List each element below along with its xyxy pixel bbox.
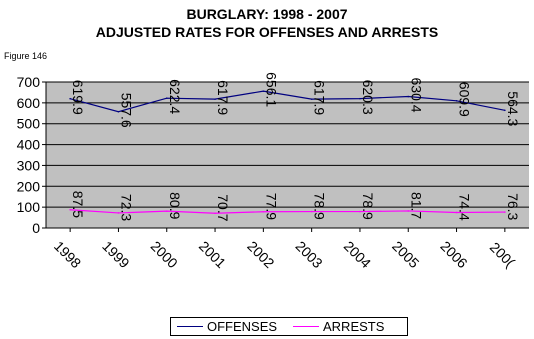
data-label-offenses: 620.3 <box>360 80 376 115</box>
x-tick-label: 2002 <box>244 238 277 271</box>
data-label-arrests: 78.9 <box>312 193 328 220</box>
x-tick-label: 2005 <box>389 238 422 271</box>
x-tick-label: 2004 <box>341 238 374 271</box>
chart-subtitle: ADJUSTED RATES FOR OFFENSES AND ARRESTS <box>95 24 439 40</box>
data-label-arrests: 80.9 <box>167 192 183 219</box>
data-point-arrests <box>455 211 458 214</box>
y-tick-label: 200 <box>17 178 41 194</box>
data-point-arrests <box>407 210 410 212</box>
data-label-arrests: 74.4 <box>457 193 473 220</box>
x-tick-label: 1998 <box>51 238 84 271</box>
chart-title: BURGLARY: 1998 - 2007 <box>186 6 348 22</box>
data-label-arrests: 70.7 <box>215 194 231 221</box>
data-point-arrests <box>359 210 361 213</box>
data-point-arrests <box>214 212 216 215</box>
data-label-arrests: 78.9 <box>360 193 376 220</box>
data-point-arrests <box>69 208 71 211</box>
data-label-arrests: 87.5 <box>70 191 86 218</box>
data-label-arrests: 77.9 <box>263 193 279 220</box>
data-point-arrests <box>165 210 168 212</box>
x-tick-label: 200( <box>487 239 518 270</box>
series-line-offenses <box>69 90 505 113</box>
series-line-arrests <box>70 209 505 214</box>
data-label-offenses: 617.9 <box>312 80 328 115</box>
y-tick-label: 500 <box>17 116 41 132</box>
x-tick-label: 2001 <box>196 238 229 271</box>
data-label-arrests: 72.3 <box>118 194 134 221</box>
legend-swatch-offenses <box>177 326 203 327</box>
data-label-offenses: 630.4 <box>408 78 424 113</box>
data-point-arrests <box>504 211 506 213</box>
y-tick-label: 400 <box>17 137 41 153</box>
data-point-offenses <box>214 98 216 100</box>
y-tick-label: 600 <box>17 95 41 111</box>
data-point-offenses <box>310 98 313 100</box>
chart-legend: OFFENSES ARRESTS <box>170 317 408 336</box>
data-point-offenses <box>407 95 410 98</box>
data-label-arrests: 81.7 <box>408 192 424 219</box>
y-tick-label: 300 <box>17 157 41 173</box>
x-tick-label: 2003 <box>293 238 326 271</box>
data-label-offenses: 557.6 <box>118 93 134 128</box>
y-tick-label: 700 <box>17 74 41 90</box>
data-point-offenses <box>69 97 71 100</box>
figure-label: Figure 146 <box>4 51 48 61</box>
x-tick-label: 2000 <box>148 238 181 271</box>
x-tick-label: 2006 <box>437 238 470 271</box>
data-label-offenses: 619.9 <box>70 80 86 115</box>
legend-swatch-arrests <box>293 326 319 327</box>
data-label-offenses: 656.1 <box>263 72 279 107</box>
data-point-arrests <box>117 212 120 214</box>
legend-item-offenses: OFFENSES <box>177 319 277 334</box>
data-label-offenses: 609.9 <box>457 82 473 117</box>
legend-label-offenses: OFFENSES <box>207 319 278 334</box>
x-tick-label: 1999 <box>99 238 132 271</box>
data-point-offenses <box>504 109 506 112</box>
data-point-offenses <box>359 97 361 100</box>
legend-label-arrests: ARRESTS <box>323 319 385 334</box>
data-point-offenses <box>262 90 265 92</box>
data-label-offenses: 617.9 <box>215 80 231 115</box>
data-label-offenses: 622.4 <box>167 79 183 114</box>
data-point-offenses <box>165 97 168 99</box>
data-point-arrests <box>262 210 265 213</box>
plot-area <box>46 82 529 228</box>
y-tick-label: 0 <box>32 220 40 236</box>
data-label-arrests: 76.3 <box>505 193 521 220</box>
data-label-offenses: 564.3 <box>505 91 521 126</box>
data-point-arrests <box>310 210 313 213</box>
legend-item-arrests: ARRESTS <box>293 319 384 334</box>
y-tick-label: 100 <box>17 199 41 215</box>
data-point-offenses <box>455 99 458 102</box>
data-point-offenses <box>117 110 120 113</box>
